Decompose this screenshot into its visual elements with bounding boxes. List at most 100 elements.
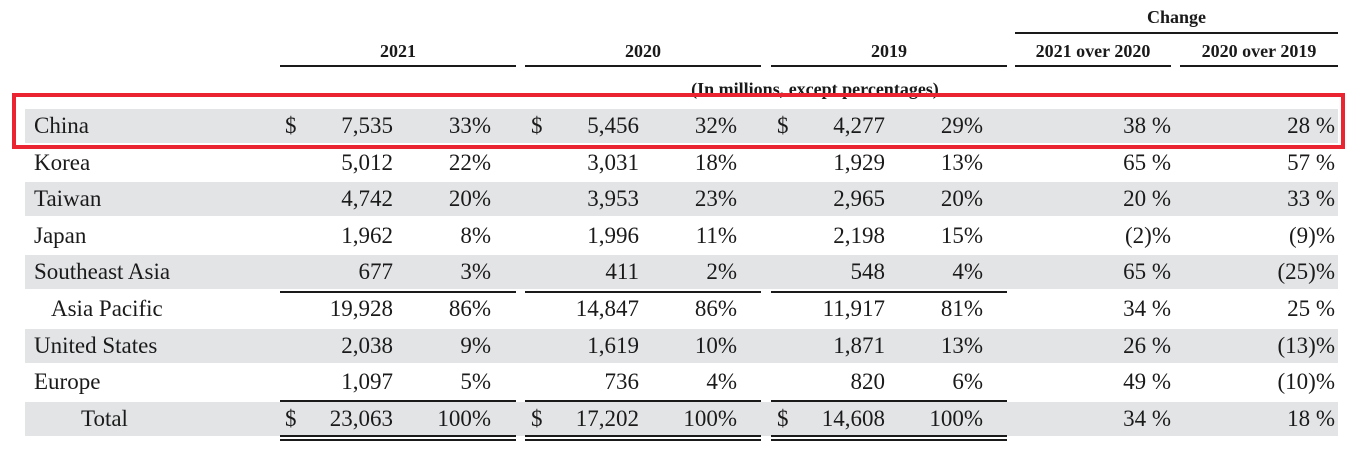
change-2020-over-2019: (10)% (1277, 369, 1335, 394)
value-2019: 14,608 (821, 406, 885, 431)
row-label: Taiwan (34, 186, 102, 211)
change-2021-over-2020: 65 % (1123, 150, 1171, 175)
change-2021-over-2020: (2)% (1125, 223, 1171, 248)
value-2020: 1,996 (587, 223, 639, 248)
row-label: Southeast Asia (34, 259, 171, 284)
value-2021: 23,063 (329, 406, 393, 431)
change-2021-over-2020: 65 % (1123, 259, 1171, 284)
row-label: Asia Pacific (51, 296, 163, 321)
percent-2020: 86% (694, 296, 737, 321)
subtotal-rule-2020 (525, 291, 761, 293)
value-2020: 3,031 (587, 150, 639, 175)
units-note: (In millions, except percentages) (691, 79, 939, 99)
percent-2020: 100% (683, 406, 737, 431)
percent-2020: 32% (694, 113, 737, 138)
value-2021: 1,962 (341, 223, 393, 248)
value-2021: 677 (358, 259, 394, 284)
change-2020-over-2019: 18 % (1287, 406, 1335, 431)
value-2019: 1,929 (833, 150, 885, 175)
change-2021-over-2020: 38 % (1123, 113, 1171, 138)
header-rule-2020 (525, 65, 761, 67)
change-2020-over-2019: 28 % (1287, 113, 1335, 138)
row-label: Total (81, 406, 128, 431)
percent-2019: 4% (952, 259, 983, 284)
value-2019: 2,965 (833, 186, 885, 211)
value-2020: 1,619 (587, 333, 639, 358)
percent-2019: 15% (940, 223, 983, 248)
total-double-rule-2019-a (771, 435, 1007, 437)
percent-2020: 18% (694, 150, 737, 175)
percent-2020: 11% (695, 223, 737, 248)
value-2020: 17,202 (575, 406, 639, 431)
header-rule-2021-over-2020 (1015, 65, 1171, 67)
value-2019: 1,871 (833, 333, 885, 358)
change-2020-over-2019: 33 % (1287, 186, 1335, 211)
header-rule-2019 (771, 65, 1007, 67)
change-2021-over-2020: 34 % (1123, 406, 1171, 431)
table-row: United States 2,038 9% 1,619 10% 1,871 13% 26 %… (25, 329, 1338, 363)
table-row: Europe 1,097 5% 736 4% 820 6% 49 % (10)% (25, 365, 1338, 399)
header-rule-2020-over-2019 (1180, 65, 1338, 67)
subtotal-rule-2019 (771, 291, 1007, 293)
row-label: United States (34, 333, 158, 358)
row-label: Europe (34, 369, 101, 394)
total-rule-top-2019 (771, 400, 1007, 402)
percent-2019: 13% (940, 333, 983, 358)
total-rule-top-2020 (525, 400, 761, 402)
value-2020: 411 (605, 259, 639, 284)
dollar-sign-2021: $ (285, 406, 297, 431)
table-row: Southeast Asia 677 3% 411 2% 548 4% 65 % (25)% (25, 255, 1338, 289)
total-rule-top-2021 (280, 400, 516, 402)
dollar-sign-2020: $ (531, 113, 543, 138)
percent-2020: 23% (694, 186, 737, 211)
value-2021: 2,038 (341, 333, 393, 358)
subtotal-rule-2021 (280, 291, 516, 293)
percent-2020: 4% (706, 369, 737, 394)
value-2019: 11,917 (822, 296, 885, 321)
change-2021-over-2020: 26 % (1123, 333, 1171, 358)
percent-2019: 81% (940, 296, 983, 321)
percent-2019: 100% (929, 406, 983, 431)
dollar-sign-2020: $ (531, 406, 543, 431)
percent-2021: 100% (437, 406, 491, 431)
row-label: Korea (34, 150, 91, 175)
percent-2021: 3% (460, 259, 491, 284)
header-rule-2021 (280, 65, 516, 67)
dollar-sign-2019: $ (777, 113, 789, 138)
percent-2020: 2% (706, 259, 737, 284)
value-2020: 14,847 (575, 296, 639, 321)
change-2020-over-2019: (13)% (1277, 333, 1335, 358)
percent-2019: 13% (940, 150, 983, 175)
total-double-rule-2020-a (525, 435, 761, 437)
total-double-rule-2021-a (280, 435, 516, 437)
total-double-rule-2020-b (525, 439, 761, 441)
value-2020: 736 (604, 369, 640, 394)
value-2019: 2,198 (833, 223, 885, 248)
percent-2020: 10% (694, 333, 737, 358)
change-header-rule (1015, 32, 1338, 34)
value-2021: 7,535 (341, 113, 393, 138)
row-label: Japan (34, 223, 87, 248)
percent-2021: 5% (460, 369, 491, 394)
row-label: China (34, 113, 89, 138)
percent-2019: 29% (940, 113, 983, 138)
percent-2021: 86% (448, 296, 491, 321)
change-2021-over-2020: 49 % (1123, 369, 1171, 394)
value-2021: 5,012 (341, 150, 393, 175)
change-2020-over-2019: (25)% (1277, 259, 1335, 284)
change-2020-over-2019: (9)% (1289, 223, 1335, 248)
table-row: Japan 1,962 8% 1,996 11% 2,198 15% (2)% (9)% (25, 219, 1338, 253)
table-row: Asia Pacific 19,928 86% 14,847 86% 11,917 81% 3… (25, 292, 1338, 326)
col-header-2021: 2021 (380, 41, 416, 61)
col-header-2020-over-2019: 2020 over 2019 (1201, 41, 1317, 61)
change-2020-over-2019: 25 % (1287, 296, 1335, 321)
table-row: Taiwan 4,742 20% 3,953 23% 2,965 20% 20 % 33 % (25, 182, 1338, 216)
change-2021-over-2020: 34 % (1123, 296, 1171, 321)
value-2021: 19,928 (329, 296, 393, 321)
col-header-2019: 2019 (871, 41, 907, 61)
percent-2021: 20% (448, 186, 491, 211)
table-row: Korea 5,012 22% 3,031 18% 1,929 13% 65 % 57 % (25, 146, 1338, 180)
table-row: Total $23,063 100% $17,202 100% $14,608 100% 34… (25, 402, 1338, 436)
value-2019: 820 (850, 369, 886, 394)
dollar-sign-2019: $ (777, 406, 789, 431)
